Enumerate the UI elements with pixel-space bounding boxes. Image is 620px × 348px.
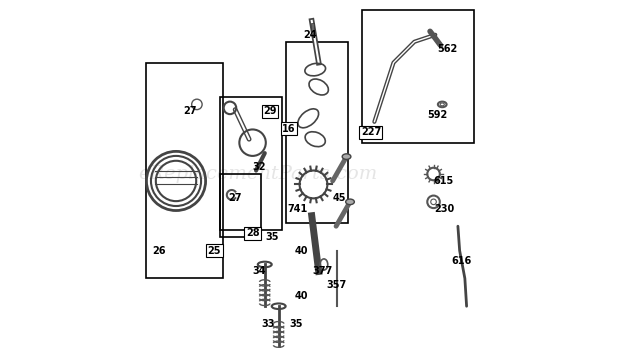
Text: 33: 33 — [262, 319, 275, 329]
Text: 616: 616 — [451, 256, 471, 266]
Text: 27: 27 — [183, 106, 197, 116]
Bar — [311, 23, 314, 31]
Text: 377: 377 — [312, 267, 332, 276]
Text: 25: 25 — [208, 246, 221, 255]
Text: 35: 35 — [265, 232, 278, 242]
Text: 40: 40 — [294, 291, 308, 301]
Bar — [219, 174, 261, 237]
Text: 32: 32 — [253, 162, 266, 172]
Text: 28: 28 — [246, 228, 259, 238]
Text: 227: 227 — [361, 127, 381, 137]
Text: 34: 34 — [253, 267, 266, 276]
Text: 357: 357 — [326, 280, 346, 290]
Ellipse shape — [342, 154, 351, 159]
Text: 592: 592 — [427, 110, 447, 120]
Text: 615: 615 — [434, 176, 454, 186]
Bar — [286, 42, 348, 223]
Text: 230: 230 — [434, 204, 454, 214]
Bar — [362, 10, 474, 143]
Text: 40: 40 — [294, 246, 308, 255]
Ellipse shape — [346, 199, 355, 205]
Text: 24: 24 — [303, 30, 317, 40]
Text: 562: 562 — [437, 44, 458, 54]
Text: 741: 741 — [288, 204, 308, 214]
Text: eReplacementParts.com: eReplacementParts.com — [138, 165, 378, 183]
Text: 16: 16 — [282, 124, 296, 134]
Text: 26: 26 — [152, 246, 166, 255]
Text: 45: 45 — [333, 193, 347, 203]
Text: 29: 29 — [264, 106, 277, 116]
Bar — [146, 63, 223, 278]
Text: 27: 27 — [228, 193, 242, 203]
Bar — [219, 97, 282, 230]
Text: 35: 35 — [290, 319, 303, 329]
